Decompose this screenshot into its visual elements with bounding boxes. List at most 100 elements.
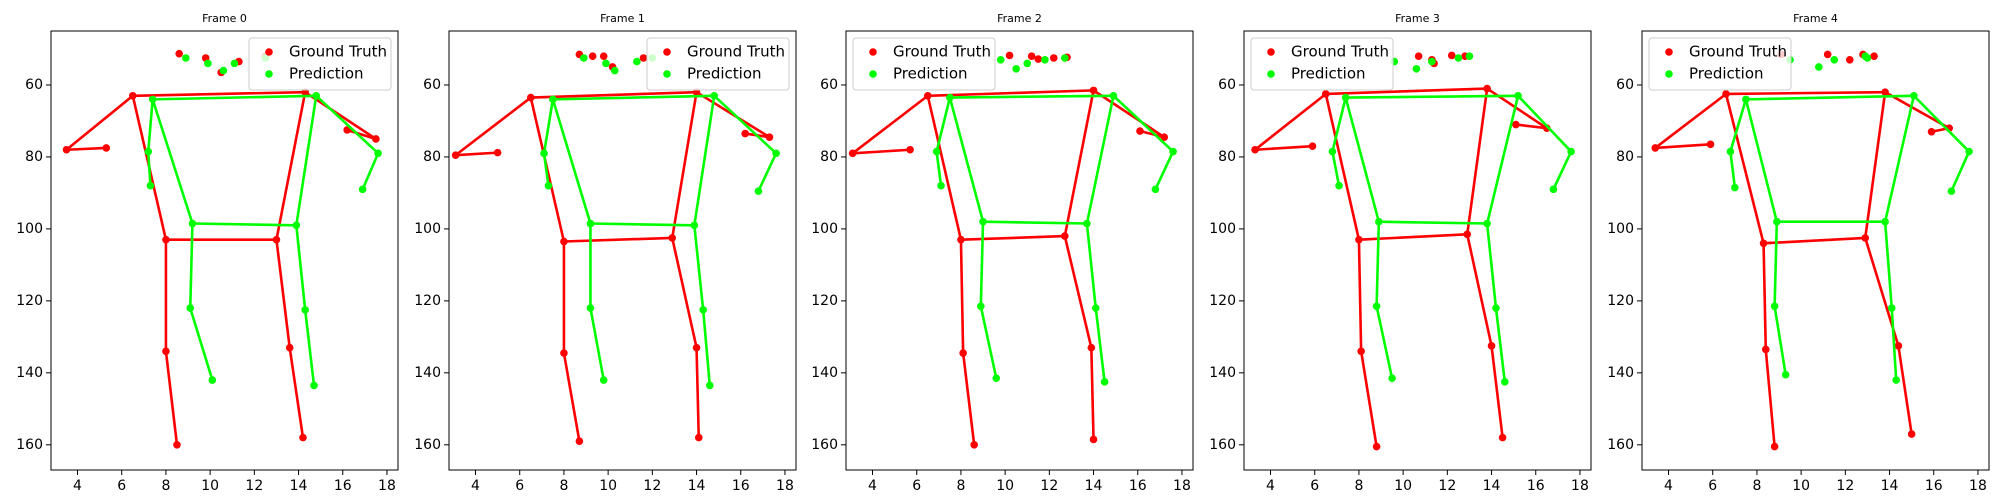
keypoint <box>1492 304 1500 312</box>
keypoint <box>959 349 967 357</box>
keypoint <box>1049 54 1058 62</box>
x-tick-label: 8 <box>1752 478 1761 494</box>
bone <box>1357 239 1363 352</box>
keypoint <box>1087 343 1096 352</box>
keypoint <box>1781 370 1790 379</box>
keypoint <box>1892 376 1900 384</box>
keypoint <box>1483 84 1491 93</box>
keypoint <box>970 441 978 449</box>
keypoint <box>575 437 584 446</box>
keypoint <box>1773 217 1781 226</box>
keypoint <box>1815 63 1823 71</box>
bone <box>926 95 963 240</box>
keypoint <box>1651 144 1660 152</box>
keypoint <box>549 95 557 104</box>
bone <box>1883 95 1916 223</box>
keypoint <box>292 221 301 230</box>
bone <box>1485 223 1498 309</box>
x-tick-label: 10 <box>1394 478 1412 494</box>
x-tick-label: 12 <box>1836 478 1854 494</box>
keypoint <box>493 148 502 157</box>
x-tick-label: 4 <box>1266 478 1275 494</box>
x-tick-label: 12 <box>1040 478 1058 494</box>
bone <box>1358 233 1468 242</box>
bone <box>361 152 380 190</box>
legend-box <box>852 37 996 91</box>
keypoint <box>175 49 183 58</box>
keypoint <box>586 219 595 228</box>
x-tick-label: 18 <box>1173 478 1191 494</box>
keypoint <box>128 91 137 100</box>
bone <box>455 151 498 157</box>
bone <box>303 309 316 386</box>
y-tick-label: 100 <box>1209 221 1236 237</box>
bone <box>959 239 965 354</box>
bone <box>960 234 1065 242</box>
legend-label: Prediction <box>1291 65 1366 83</box>
y-tick-label: 160 <box>1607 437 1634 453</box>
keypoint <box>372 135 380 143</box>
x-tick-label: 10 <box>599 478 617 494</box>
bone <box>1655 143 1711 150</box>
keypoint <box>1706 140 1715 149</box>
bone <box>1139 129 1165 139</box>
legend-label: Prediction <box>893 65 968 83</box>
subplot: Frame 4 4 6 8 10 12 14 16 18 60 80 100 120 140 160 Grou… <box>1607 12 1990 494</box>
bone <box>949 94 1114 99</box>
keypoint <box>312 91 321 100</box>
legend-label: Prediction <box>1689 65 1764 83</box>
keypoint <box>1414 52 1423 60</box>
keypoint <box>1861 234 1870 242</box>
x-tick-label: 14 <box>1483 478 1501 494</box>
keypoint <box>162 347 170 356</box>
legend-marker <box>1267 70 1275 78</box>
bone <box>1494 307 1507 382</box>
bone <box>1378 220 1488 225</box>
bone <box>1325 87 1488 96</box>
bone <box>295 95 318 226</box>
bone <box>1465 88 1489 235</box>
x-tick-label: 6 <box>1310 478 1319 494</box>
subplot: Frame 3 4 6 8 10 12 14 16 18 60 80 100 120 140 160 Grou… <box>1209 12 1592 494</box>
subplot-title: Frame 1 <box>600 12 645 25</box>
keypoint <box>937 181 945 190</box>
y-tick-label: 120 <box>1607 293 1634 309</box>
keypoint <box>1907 430 1916 438</box>
y-tick-label: 160 <box>414 437 441 453</box>
y-tick-label: 60 <box>1218 77 1236 93</box>
bone <box>979 306 998 379</box>
legend-box <box>248 37 392 91</box>
x-tick-label: 10 <box>201 478 219 494</box>
keypoint <box>1061 54 1069 62</box>
keypoint <box>639 54 648 62</box>
bone <box>979 221 985 307</box>
legend-marker <box>265 70 273 78</box>
legend-label: Prediction <box>289 65 364 83</box>
bone <box>1485 95 1520 224</box>
bone <box>961 352 976 445</box>
subplot-title: Frame 2 <box>997 12 1042 25</box>
keypoint <box>1881 88 1889 96</box>
keypoint <box>1514 91 1522 100</box>
keypoint <box>560 349 568 357</box>
y-tick-label: 100 <box>414 221 441 237</box>
y-tick-label: 120 <box>811 293 838 309</box>
keypoint <box>1089 86 1098 95</box>
keypoint <box>1372 302 1381 311</box>
bone <box>1729 151 1737 188</box>
bone <box>315 94 379 155</box>
keypoint <box>1498 433 1507 442</box>
keypoint <box>690 221 699 230</box>
bone <box>146 99 154 152</box>
keypoint <box>1041 55 1049 64</box>
bone <box>1890 307 1898 381</box>
keypoint <box>1160 133 1169 141</box>
bone <box>1359 351 1378 447</box>
bone <box>1090 347 1095 440</box>
keypoint <box>668 234 677 242</box>
keypoint <box>957 235 965 244</box>
bone <box>1085 95 1115 224</box>
keypoint <box>1091 304 1100 312</box>
y-tick-label: 120 <box>16 293 43 309</box>
x-tick-label: 10 <box>996 478 1014 494</box>
